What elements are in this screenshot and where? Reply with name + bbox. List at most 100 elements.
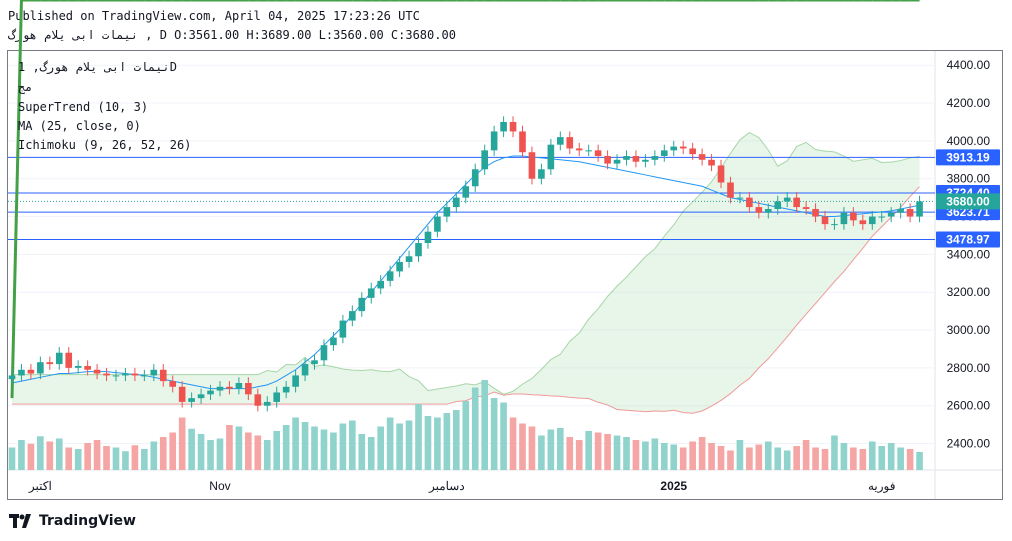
candle-body (585, 150, 592, 152)
volume-bar (717, 446, 725, 470)
y-tick-label: 2600.00 (947, 399, 991, 413)
candle-body (594, 150, 602, 157)
volume-bar (349, 420, 356, 470)
candle-body (74, 365, 82, 368)
volume-bar (37, 436, 44, 470)
volume-bar (642, 441, 649, 470)
volume-bar (623, 437, 630, 470)
candle-body (868, 216, 876, 225)
volume-bar (150, 441, 158, 470)
y-tick-label: 3200.00 (947, 285, 991, 299)
candle-body (840, 212, 848, 225)
volume-bar (254, 435, 262, 470)
candle-body (150, 369, 158, 376)
volume-bar (783, 450, 791, 470)
volume-bar (339, 423, 347, 470)
volume-bar (405, 420, 413, 470)
candle-body (471, 169, 479, 187)
volume-bar (159, 437, 167, 470)
volume-bar (708, 443, 715, 470)
volume-bar (679, 447, 687, 470)
candle-body (320, 345, 328, 361)
volume-bar (131, 445, 139, 470)
candle-body (339, 320, 347, 338)
volume-bar (594, 432, 602, 470)
y-tick-label: 4000.00 (947, 134, 991, 148)
volume-bar (46, 441, 54, 470)
volume-bar (424, 416, 432, 470)
candle-body (821, 216, 829, 225)
volume-bar (812, 447, 819, 470)
volume-bar (887, 443, 895, 470)
candle-body (424, 231, 432, 244)
chart-frame[interactable] (7, 50, 1003, 500)
volume-bar (774, 447, 782, 470)
price-badge-label: 3913.19 (946, 150, 990, 164)
candle-body (55, 352, 63, 365)
candle-body (878, 216, 886, 218)
legend-supertrend: SuperTrend (10, 3) (18, 100, 149, 114)
candle-body (112, 375, 120, 377)
candle-body (358, 297, 366, 312)
volume-bar (188, 428, 195, 470)
price-badge-label: 3680.00 (946, 194, 990, 208)
volume-bar (868, 441, 876, 470)
candle-body (746, 197, 753, 208)
candle-body (887, 212, 895, 217)
volume-bar (93, 440, 101, 470)
volume-bar (547, 429, 555, 470)
volume-bar (850, 447, 857, 470)
x-tick-label: 2025 (660, 479, 687, 493)
y-tick-label: 4400.00 (947, 58, 991, 72)
candle-body (8, 375, 16, 380)
candle-body (557, 137, 564, 145)
ichimoku-cloud (12, 132, 920, 414)
candle-body (226, 386, 233, 389)
volume-bar (74, 449, 82, 470)
candle-body (84, 365, 91, 370)
candle-body (727, 182, 734, 198)
candle-body (764, 208, 772, 213)
volume-bar (566, 437, 574, 470)
candle-body (793, 197, 800, 208)
volume-bar (736, 440, 744, 470)
volume-bar (764, 441, 772, 470)
legend-exchange: مج (18, 80, 33, 94)
price-badge (936, 231, 1000, 248)
y-tick-label: 2800.00 (947, 361, 991, 375)
volume-bar (632, 440, 640, 470)
volume-bar (122, 451, 129, 470)
candle-body (490, 131, 498, 151)
candle-body (311, 360, 318, 365)
price-badge (936, 193, 1000, 210)
volume-bar (103, 446, 110, 470)
volume-bar (320, 429, 328, 470)
volume-bar (27, 443, 35, 470)
candle-body (831, 224, 838, 226)
candle-body (642, 159, 649, 162)
candle-body (415, 243, 422, 257)
volume-bar (141, 449, 148, 470)
volume-bar (604, 434, 611, 470)
candle-body (916, 201, 923, 217)
candle-body (386, 271, 394, 281)
candle-body (263, 401, 271, 406)
volume-bar (235, 426, 243, 470)
candle-body (65, 352, 73, 368)
volume-bar (377, 426, 384, 470)
volume-bar (793, 446, 800, 470)
tradingview-logo-icon (9, 514, 31, 528)
volume-bar (490, 398, 498, 470)
candle-body (774, 201, 782, 209)
ichimoku-span-b (12, 186, 920, 414)
volume-bar (462, 401, 470, 470)
volume-bar (84, 443, 91, 470)
candle-body (850, 212, 857, 221)
volume-bar (509, 417, 517, 470)
candle-body (500, 121, 507, 132)
y-tick-label: 3400.00 (947, 247, 991, 261)
candle-body (462, 186, 470, 198)
volume-bar (802, 440, 810, 470)
candle-body (159, 369, 167, 382)
